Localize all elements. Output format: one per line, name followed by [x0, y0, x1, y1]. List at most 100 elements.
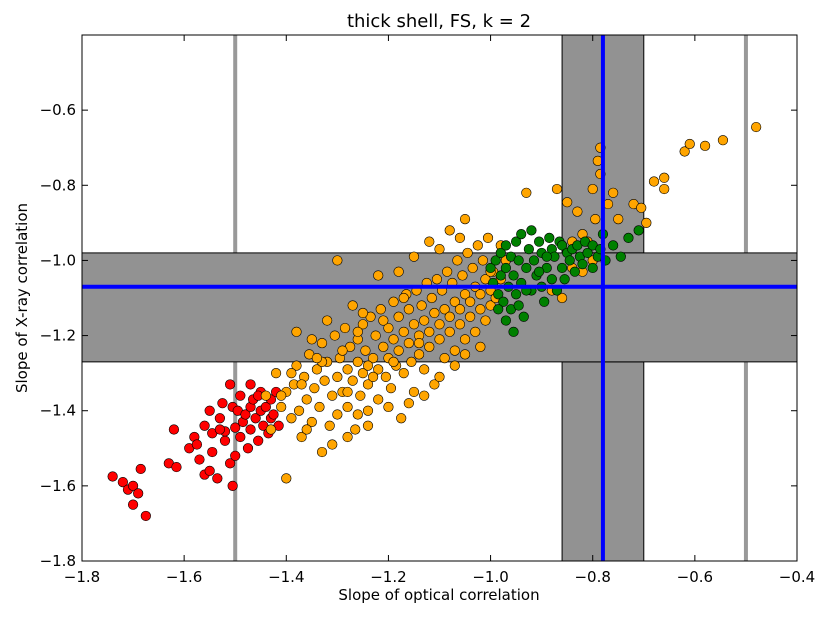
red-point-21 — [214, 413, 225, 424]
y-tick-label: −1.6 — [40, 477, 76, 495]
orange-point-22 — [324, 420, 335, 431]
red-point-24 — [225, 458, 236, 469]
orange-point-121 — [434, 244, 445, 255]
red-point-47 — [268, 409, 279, 420]
red-point-28 — [230, 450, 241, 461]
orange-point-188 — [556, 292, 568, 304]
orange-point-172 — [684, 138, 695, 150]
green-point-17 — [516, 229, 527, 240]
green-point-56 — [623, 232, 634, 243]
orange-point-93 — [454, 304, 466, 315]
red-point-9 — [171, 461, 182, 473]
orange-point-141 — [342, 386, 353, 398]
orange-point-61 — [398, 368, 409, 379]
red-point-19 — [207, 446, 218, 458]
orange-point-170 — [659, 183, 670, 195]
orange-point-138 — [449, 360, 460, 371]
red-point-13 — [191, 439, 203, 450]
green-point-25 — [533, 236, 545, 247]
orange-point-18 — [316, 337, 328, 349]
y-tick-label: −0.8 — [40, 176, 76, 194]
orange-point-12 — [301, 394, 312, 405]
green-point-45 — [577, 259, 588, 270]
orange-point-50 — [380, 371, 391, 383]
orange-point-72 — [419, 315, 430, 326]
x-tick-label: −1.0 — [472, 568, 508, 586]
orange-point-171 — [679, 146, 690, 157]
red-point-5 — [133, 488, 144, 499]
orange-point-44 — [368, 353, 379, 364]
green-point-6 — [498, 296, 509, 307]
orange-point-31 — [342, 401, 353, 413]
orange-point-136 — [419, 390, 430, 401]
x-axis-label: Slope of optical correlation — [338, 586, 539, 604]
orange-point-128 — [306, 334, 317, 345]
orange-point-96 — [459, 289, 471, 300]
y-tick-label: −1.8 — [40, 552, 76, 570]
orange-point-94 — [454, 319, 466, 330]
orange-point-51 — [383, 322, 394, 334]
orange-point-76 — [424, 341, 435, 352]
red-point-31 — [235, 431, 246, 443]
x-tick-label: −1.2 — [370, 568, 406, 586]
red-point-14 — [194, 454, 205, 465]
orange-point-38 — [357, 319, 368, 330]
orange-point-117 — [373, 270, 384, 281]
green-point-61 — [513, 300, 524, 311]
orange-point-107 — [477, 255, 489, 266]
orange-point-10 — [296, 431, 307, 443]
orange-point-99 — [465, 296, 476, 307]
red-point-1 — [117, 477, 128, 488]
orange-point-57 — [393, 311, 404, 322]
orange-point-145 — [378, 315, 389, 326]
red-point-10 — [168, 424, 180, 435]
red-point-39 — [253, 435, 264, 446]
red-point-17 — [204, 465, 215, 476]
orange-point-47 — [373, 394, 384, 405]
orange-point-134 — [383, 401, 394, 413]
y-tick-label: −1.2 — [40, 327, 76, 345]
orange-point-9 — [293, 405, 305, 416]
y-tick-label: −1.0 — [40, 251, 76, 269]
orange-point-63 — [403, 337, 414, 349]
orange-point-159 — [521, 187, 532, 198]
orange-point-2 — [270, 368, 282, 379]
orange-point-8 — [291, 360, 302, 371]
orange-point-14 — [306, 416, 317, 428]
orange-point-119 — [408, 251, 420, 262]
red-point-23 — [219, 435, 231, 446]
orange-point-142 — [368, 371, 379, 383]
green-point-20 — [523, 244, 534, 255]
green-point-22 — [526, 225, 537, 236]
orange-point-176 — [562, 197, 573, 208]
red-point-33 — [240, 409, 251, 420]
x-tick-label: −1.8 — [64, 568, 100, 586]
green-point-4 — [495, 247, 506, 259]
green-point-38 — [559, 274, 570, 285]
green-point-7 — [500, 240, 511, 251]
orange-point-173 — [699, 140, 711, 151]
green-point-47 — [582, 247, 593, 259]
orange-point-127 — [322, 315, 333, 326]
orange-point-79 — [429, 379, 440, 390]
orange-point-100 — [465, 311, 476, 322]
orange-point-15 — [309, 383, 320, 394]
x-tick-label: −1.6 — [166, 568, 202, 586]
green-point-55 — [615, 251, 626, 262]
orange-point-130 — [301, 424, 312, 435]
red-point-53 — [204, 405, 215, 416]
plot-area — [81, 34, 798, 562]
orange-point-139 — [459, 349, 471, 360]
orange-point-140 — [475, 341, 486, 352]
orange-point-146 — [352, 326, 363, 337]
orange-point-166 — [636, 202, 647, 213]
orange-point-92 — [452, 255, 463, 266]
orange-point-115 — [332, 255, 343, 266]
x-tick-label: −0.6 — [677, 568, 713, 586]
orange-point-104 — [472, 240, 483, 251]
red-point-6 — [135, 463, 146, 475]
orange-point-46 — [373, 364, 384, 375]
green-point-37 — [556, 240, 568, 251]
orange-point-70 — [413, 349, 425, 360]
